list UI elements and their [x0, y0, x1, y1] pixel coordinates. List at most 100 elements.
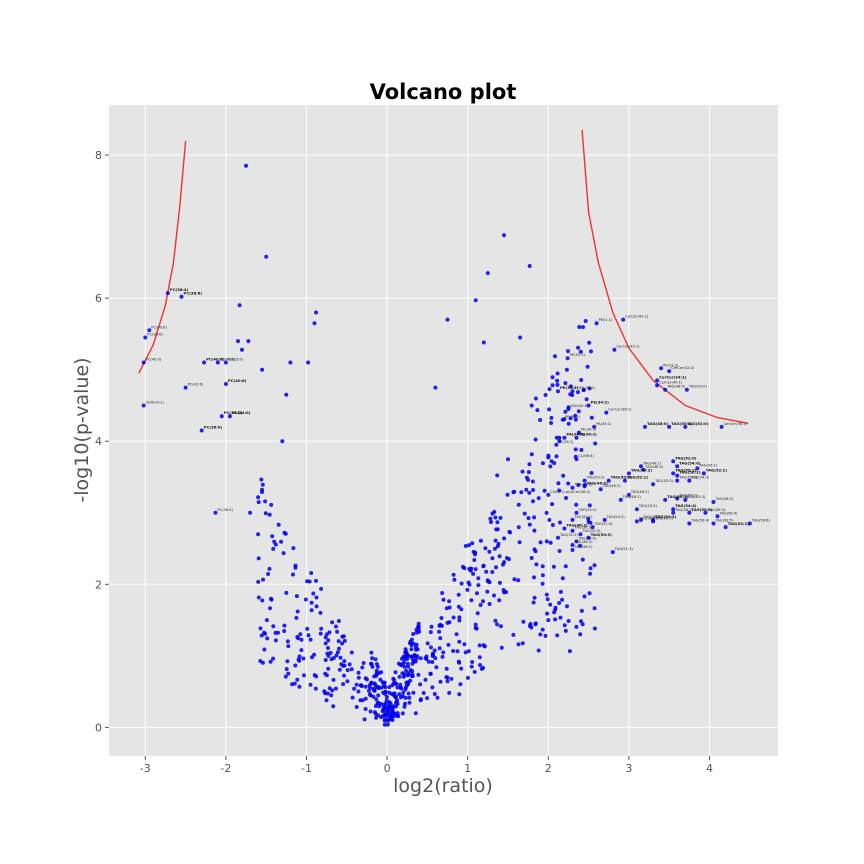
data-point [377, 704, 382, 709]
data-point [454, 632, 459, 637]
labeled-data-point [223, 382, 228, 386]
data-point [411, 690, 416, 695]
data-point [527, 462, 532, 467]
point-label: PE(34:3) [581, 428, 597, 432]
labeled-data-point [701, 471, 706, 476]
data-point [463, 544, 468, 548]
labeled-data-point [556, 389, 560, 394]
data-point [334, 653, 339, 658]
data-point [328, 650, 333, 655]
data-point [298, 632, 303, 637]
data-point [260, 367, 265, 372]
data-point [433, 385, 438, 390]
data-point [550, 383, 555, 388]
labeled-data-point [639, 517, 643, 522]
data-point [475, 591, 479, 596]
data-point [588, 520, 593, 525]
data-point [504, 590, 509, 594]
data-point [358, 698, 363, 703]
data-point [276, 522, 281, 527]
point-label: TAG(56:4) [690, 519, 710, 523]
x-tick-label: 3 [625, 762, 632, 775]
data-point [511, 632, 516, 637]
data-point [536, 648, 541, 653]
data-point [314, 310, 319, 315]
data-point [592, 626, 597, 631]
data-point [568, 384, 573, 389]
data-point [323, 635, 328, 640]
point-label: CerCer(40:1) [616, 345, 640, 349]
data-point [415, 654, 420, 659]
data-point [270, 534, 275, 539]
data-point [485, 271, 490, 276]
data-point [587, 386, 592, 391]
data-point [418, 698, 423, 703]
point-label: TAG(48:0) [647, 421, 669, 426]
data-point [378, 677, 383, 682]
data-point [495, 527, 500, 532]
point-label: TAG(50:3) [655, 514, 677, 519]
data-point [259, 477, 264, 482]
data-point [407, 700, 412, 705]
point-label: TAG(55:0) [678, 476, 698, 480]
data-point [416, 621, 421, 626]
data-point [533, 621, 538, 626]
data-point [487, 602, 492, 606]
point-label: TAG(46:1) [642, 461, 662, 465]
data-point [322, 689, 327, 694]
labeled-data-point [723, 525, 728, 530]
chart-title: Volcano plot [370, 80, 517, 104]
data-point [445, 620, 450, 625]
data-point [279, 539, 284, 544]
data-point [413, 711, 418, 716]
data-point [395, 685, 400, 690]
data-point [549, 459, 554, 464]
data-point [339, 662, 344, 667]
point-label: PE/PA(34:1) [575, 386, 597, 390]
data-point [310, 655, 314, 660]
point-label: TAG(46:2) [630, 490, 650, 494]
data-point [589, 471, 594, 475]
data-point [299, 637, 304, 642]
point-label: TAG(56:2) [679, 470, 701, 475]
labeled-data-point [641, 467, 646, 472]
data-point [475, 611, 480, 616]
data-point [459, 666, 464, 671]
point-label: TAG(46:3) [566, 523, 588, 528]
data-point [440, 654, 445, 659]
data-point [490, 511, 495, 516]
labeled-data-point [556, 535, 560, 540]
data-point [451, 615, 456, 620]
data-point [256, 595, 261, 600]
point-label: TAG(58:6) [751, 519, 771, 523]
point-label: TAG(48:2) [644, 465, 664, 469]
point-label: TAG(54:0) [679, 460, 701, 465]
data-point [401, 690, 406, 695]
point-label: TAG(54:5) [654, 516, 674, 520]
data-point [256, 556, 261, 561]
labeled-data-point [684, 387, 689, 392]
data-point [481, 665, 486, 670]
data-point [400, 694, 405, 699]
point-label: PC(40:0) [146, 358, 162, 362]
data-point [545, 597, 550, 602]
data-point [324, 673, 329, 678]
data-point [369, 680, 374, 685]
point-label: TAG(48:0) [578, 536, 598, 540]
data-point [423, 677, 428, 682]
data-point [589, 349, 593, 354]
x-tick-label: 1 [464, 762, 471, 775]
data-point [495, 473, 500, 478]
data-point [337, 646, 341, 651]
data-point [385, 722, 390, 727]
point-label: TAG(50:3) [667, 494, 689, 499]
labeled-data-point [634, 519, 639, 524]
data-point [301, 656, 306, 661]
data-point [540, 573, 545, 578]
data-point [566, 349, 570, 354]
data-point [260, 487, 264, 492]
data-point [563, 409, 568, 414]
labeled-data-point [598, 487, 603, 492]
data-point [497, 554, 502, 559]
data-point [376, 693, 381, 698]
